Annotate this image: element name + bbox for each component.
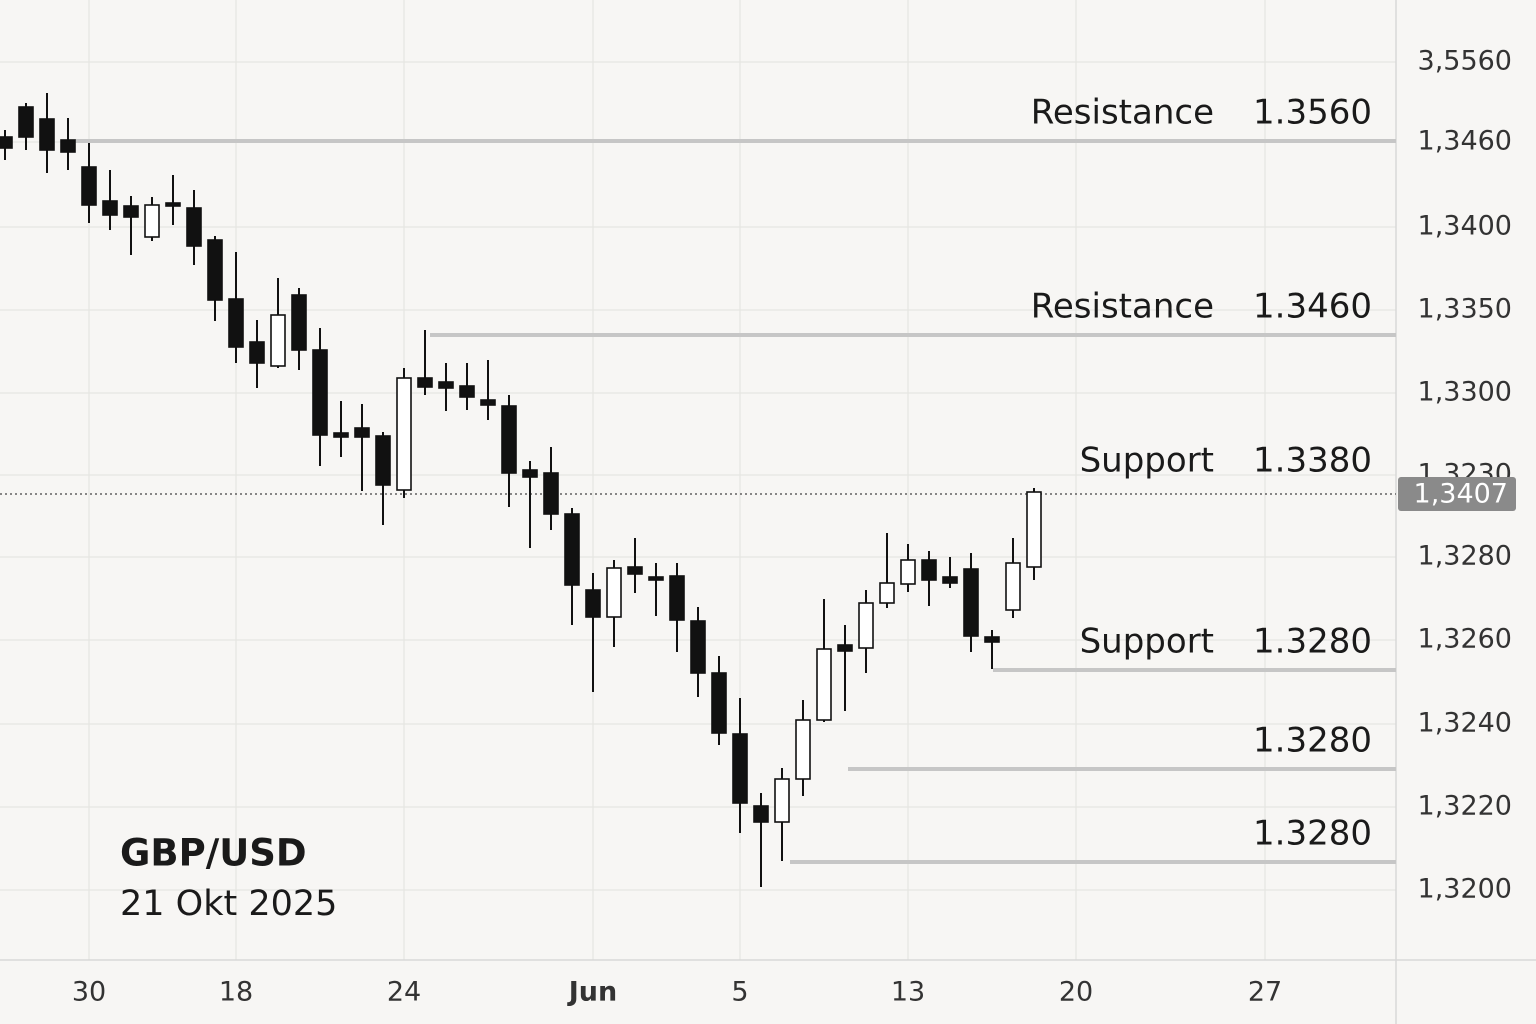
candle-body xyxy=(18,106,34,138)
candles xyxy=(0,93,1042,887)
price-tag xyxy=(1398,477,1516,511)
candle-body xyxy=(375,435,391,486)
candle-body xyxy=(774,778,790,823)
candle-body xyxy=(291,294,307,351)
candle-body xyxy=(459,385,475,398)
chart-subtitle: 21 Okt 2025 xyxy=(120,884,337,924)
candle-body xyxy=(543,472,559,515)
candle-body xyxy=(732,733,748,804)
candle-body xyxy=(501,405,517,474)
level-price: 1.3380 xyxy=(1253,441,1372,481)
y-tick-label: 1,3400 xyxy=(1418,211,1512,242)
candle-body xyxy=(879,582,895,604)
candle-body xyxy=(186,207,202,247)
level-price: 1.3560 xyxy=(1253,93,1372,133)
level-label: Support xyxy=(1080,441,1214,481)
candle-body xyxy=(585,589,601,618)
candle-body xyxy=(753,805,769,823)
x-tick-label: 20 xyxy=(1059,977,1093,1008)
grid xyxy=(0,0,1396,960)
candle-body xyxy=(837,644,853,652)
candle-body xyxy=(984,636,1000,643)
x-tick-label: 5 xyxy=(731,977,748,1008)
y-tick-label: 1,3240 xyxy=(1418,708,1512,739)
candle-body xyxy=(102,200,118,216)
y-tick-label: 1,3280 xyxy=(1418,541,1512,572)
y-tick-label: 1,3260 xyxy=(1418,624,1512,655)
y-tick-label: 1,3300 xyxy=(1418,377,1512,408)
x-tick-label: 27 xyxy=(1248,977,1282,1008)
chart-title: GBP/USD xyxy=(120,832,307,875)
levels: Resistance 1.3560 Resistance 1.3460 Support 1… xyxy=(0,93,1396,864)
candle-body xyxy=(249,341,265,364)
candle-body xyxy=(564,513,580,586)
candle-body xyxy=(123,205,139,218)
x-tick-label: Jun xyxy=(567,977,618,1008)
level-price: 1.3280 xyxy=(1253,814,1372,854)
axis: 3,55601,34601,34001,33501,33001,32301,32… xyxy=(72,46,1516,1008)
candle-body xyxy=(921,559,937,581)
candle-body xyxy=(627,566,643,575)
level-price: 1.3460 xyxy=(1253,287,1372,327)
level-price: 1.3280 xyxy=(1253,721,1372,761)
candle-body xyxy=(795,719,811,780)
candle-body xyxy=(816,648,832,721)
candle-body xyxy=(963,568,979,637)
candle-body xyxy=(39,118,55,151)
y-tick-label: 1,3460 xyxy=(1418,126,1512,157)
y-tick-label: 1,3350 xyxy=(1418,294,1512,325)
y-tick-label: 1,3200 xyxy=(1418,874,1512,905)
level-label: Resistance xyxy=(1031,93,1214,133)
candle-body xyxy=(270,314,286,367)
candle-body xyxy=(858,602,874,649)
candle-body xyxy=(480,399,496,406)
candle-body xyxy=(81,166,97,206)
y-tick-label: 1,3220 xyxy=(1418,791,1512,822)
candle-body xyxy=(207,239,223,301)
candle-body xyxy=(648,576,664,581)
candle-body xyxy=(942,576,958,584)
candle-body xyxy=(354,427,370,438)
x-tick-label: 18 xyxy=(219,977,253,1008)
candle-body xyxy=(1005,562,1021,611)
candle-body xyxy=(522,469,538,478)
level-price: 1.3280 xyxy=(1253,622,1372,662)
candle-body xyxy=(1026,491,1042,568)
candle-body xyxy=(396,377,412,491)
candle-body xyxy=(606,567,622,618)
candle-body xyxy=(60,139,76,153)
candle-body xyxy=(144,204,160,238)
candle-body xyxy=(900,559,916,585)
candle-body xyxy=(417,377,433,388)
candle-body xyxy=(711,672,727,734)
candle-body xyxy=(228,298,244,348)
level-label: Resistance xyxy=(1031,287,1214,327)
x-tick-label: 24 xyxy=(387,977,421,1008)
candle-body xyxy=(333,432,349,438)
candle-body xyxy=(0,136,13,149)
x-tick-label: 30 xyxy=(72,977,106,1008)
price-tag-label: 1,3407 xyxy=(1414,479,1508,510)
candle-body xyxy=(438,381,454,389)
y-tick-label: 3,5560 xyxy=(1418,46,1512,77)
candle-body xyxy=(690,620,706,674)
x-tick-label: 13 xyxy=(891,977,925,1008)
level-label: Support xyxy=(1080,622,1214,662)
candle-body xyxy=(312,349,328,436)
candle-body xyxy=(669,575,685,621)
candle-body xyxy=(165,202,181,207)
